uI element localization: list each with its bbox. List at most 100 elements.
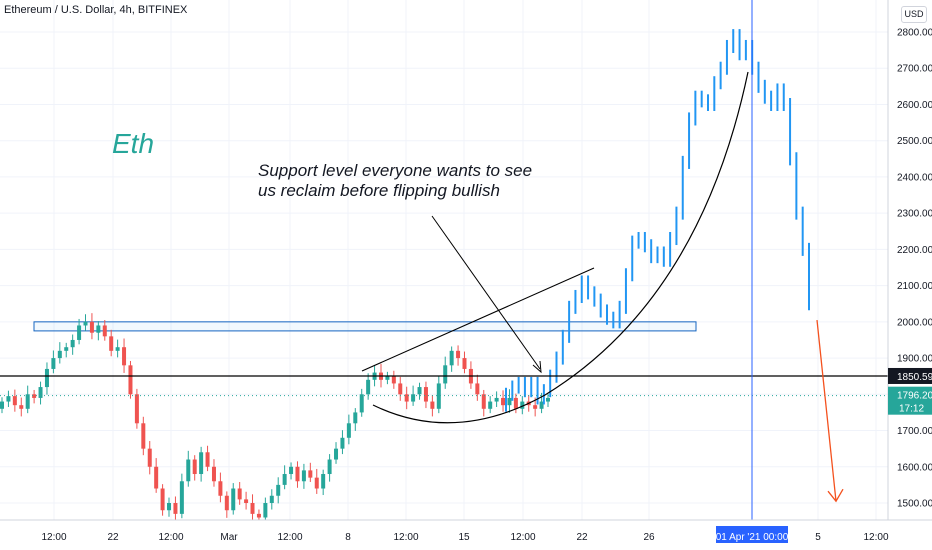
y-tick-label: 1900.00 — [897, 354, 932, 365]
y-tick-label: 2400.00 — [897, 172, 932, 183]
support-note-line2: us reclaim before flipping bullish — [258, 181, 500, 200]
candle — [494, 397, 499, 402]
candle — [417, 387, 422, 395]
candle — [263, 503, 268, 518]
x-tick-label: 22 — [576, 532, 588, 543]
support-note: Support level everyone wants to see us r… — [258, 161, 558, 201]
candle — [102, 325, 107, 337]
candle — [289, 466, 294, 475]
y-tick-label: 2300.00 — [897, 209, 932, 220]
candle — [423, 387, 428, 402]
x-tick-label: 15 — [458, 532, 470, 543]
candle — [301, 470, 306, 482]
candle — [398, 383, 403, 395]
candle — [276, 484, 281, 496]
candle — [366, 379, 371, 395]
candle — [147, 448, 152, 467]
pointer-line — [431, 215, 541, 370]
candle — [57, 350, 62, 359]
grid — [0, 0, 888, 520]
candle — [295, 466, 300, 482]
y-tick-label: 2000.00 — [897, 317, 932, 328]
candle — [89, 321, 94, 333]
candle — [6, 396, 11, 402]
candle — [462, 358, 467, 369]
eth-label: Eth — [112, 128, 155, 159]
candle — [282, 474, 287, 485]
y-tick-label: 2500.00 — [897, 136, 932, 147]
candle — [128, 365, 133, 395]
candle — [237, 488, 242, 500]
candle — [340, 437, 345, 449]
candle — [160, 488, 165, 511]
y-tick-label: 1600.00 — [897, 462, 932, 473]
candle — [533, 405, 538, 409]
candle — [224, 495, 229, 511]
candle — [77, 325, 82, 340]
y-tick-label: 2800.00 — [897, 28, 932, 39]
candle — [19, 405, 24, 409]
candle — [449, 350, 454, 366]
candle — [205, 452, 210, 467]
drawings — [0, 0, 888, 520]
candle — [346, 423, 351, 438]
candle — [546, 397, 550, 402]
candle — [353, 412, 358, 424]
candle — [231, 488, 236, 511]
projection-arrowhead — [827, 488, 844, 503]
y-tick-label: 2600.00 — [897, 100, 932, 111]
candle — [256, 513, 261, 518]
candle — [385, 376, 390, 380]
x-tick-label: 8 — [345, 532, 351, 543]
candle — [192, 459, 197, 475]
chart-title: Ethereum / U.S. Dollar, 4h, BITFINEX — [4, 4, 188, 16]
x-tick-label: 12:00 — [41, 532, 66, 543]
cup-curve — [372, 71, 749, 424]
candle — [481, 394, 486, 409]
candle — [44, 368, 49, 388]
candle — [83, 321, 88, 326]
candle — [109, 336, 114, 351]
candle — [70, 339, 75, 348]
candle — [173, 503, 178, 514]
candle — [25, 394, 30, 409]
candle — [244, 499, 249, 503]
candles — [0, 29, 810, 523]
candle — [436, 383, 441, 409]
candle — [475, 383, 480, 395]
pointer-arrowhead — [532, 360, 542, 374]
x-tick-label: 12:00 — [510, 532, 535, 543]
resistance-box — [33, 321, 697, 332]
candle — [250, 503, 255, 514]
candle — [430, 401, 435, 409]
x-tick-label: 22 — [107, 532, 119, 543]
candle — [122, 347, 127, 366]
currency-button[interactable]: USD — [901, 6, 927, 23]
x-tick-label: 12:00 — [158, 532, 183, 543]
level-price-text: 1850.59 — [897, 372, 932, 383]
x-tick-label: 26 — [643, 532, 655, 543]
candle — [12, 396, 17, 406]
candle — [186, 459, 191, 482]
last-price-text: 1796.20 — [897, 391, 932, 402]
candle — [404, 394, 409, 402]
candle — [321, 474, 326, 489]
candle — [507, 397, 512, 406]
resistance-box-layer — [33, 321, 697, 332]
candle — [179, 481, 184, 514]
x-tick-label: 5 — [815, 532, 821, 543]
candle — [32, 394, 37, 398]
trend-line — [361, 267, 595, 372]
candle — [134, 394, 139, 424]
candle — [96, 325, 101, 333]
crosshair-date-tag — [716, 526, 788, 543]
candle — [64, 347, 69, 351]
candle — [154, 466, 159, 489]
candle — [539, 401, 544, 409]
price-axis-bg — [888, 0, 932, 550]
candle — [327, 459, 332, 475]
candle — [411, 394, 416, 402]
candle — [269, 495, 274, 503]
candle — [520, 401, 525, 409]
